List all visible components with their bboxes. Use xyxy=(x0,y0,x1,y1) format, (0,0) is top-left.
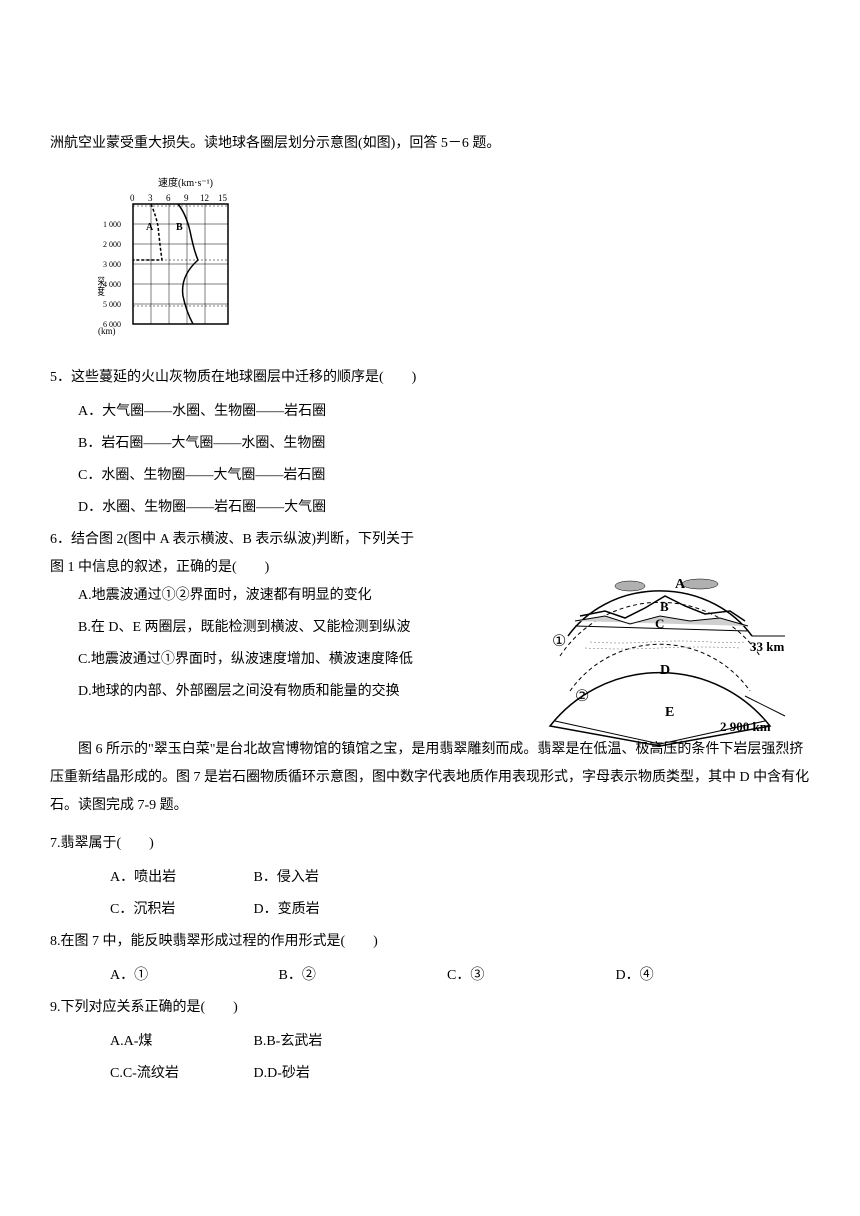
q9-option-c: C.C-流纹岩 xyxy=(110,1060,250,1088)
ytick-2: 3 000 xyxy=(103,260,121,269)
xtick-5: 15 xyxy=(218,193,228,203)
ytick-3: 4 000 xyxy=(103,280,121,289)
q9-option-a: A.A-煤 xyxy=(110,1028,250,1056)
q5-option-d: D．水圈、生物圈——岩石圈——大气圈 xyxy=(50,494,810,522)
ytick-1: 2 000 xyxy=(103,240,121,249)
q9-options-row2: C.C-流纹岩 D.D-砂岩 xyxy=(50,1060,810,1088)
q9-option-d: D.D-砂岩 xyxy=(254,1060,394,1088)
q7-option-d: D．变质岩 xyxy=(254,896,394,924)
q7-option-c: C．沉积岩 xyxy=(110,896,250,924)
earth-e: E xyxy=(665,705,674,720)
q9-option-b: B.B-玄武岩 xyxy=(254,1028,394,1056)
q7-option-b: B．侵入岩 xyxy=(254,864,394,892)
earth-b: B xyxy=(660,599,669,614)
q8-options: A．① B．② C．③ D．④ xyxy=(50,962,810,990)
earth-circle-2: ② xyxy=(575,688,589,705)
q9-options-row1: A.A-煤 B.B-玄武岩 xyxy=(50,1028,810,1056)
curve-b-label: B xyxy=(176,222,183,233)
intro-text: 洲航空业蒙受重大损失。读地球各圈层划分示意图(如图)，回答 5－6 题。 xyxy=(50,130,810,158)
q6-stem-1: 6．结合图 2(图中 A 表示横波、B 表示纵波)判断，下列关于 xyxy=(50,526,810,554)
q8-option-c: C．③ xyxy=(447,962,612,990)
q6-option-b: B.在 D、E 两圈层，既能检测到横波、又能检测到纵波 xyxy=(50,614,470,642)
xtick-3: 9 xyxy=(184,193,189,203)
q5-option-a: A．大气圈——水圈、生物圈——岩石圈 xyxy=(50,398,810,426)
q5-stem: 5．这些蔓延的火山灰物质在地球圈层中迁移的顺序是( ) xyxy=(50,364,810,392)
q6-option-a: A.地震波通过①②界面时，波速都有明显的变化 xyxy=(50,582,470,610)
earth-circle-1: ① xyxy=(552,633,566,650)
q6-option-c: C.地震波通过①界面时，纵波速度增加、横波速度降低 xyxy=(50,646,470,674)
ytick-4: 5 000 xyxy=(103,300,121,309)
earth-a: A xyxy=(675,577,686,592)
xtick-2: 6 xyxy=(166,193,171,203)
y-label-km: (km) xyxy=(98,326,116,336)
xtick-1: 3 xyxy=(148,193,153,203)
q8-option-b: B．② xyxy=(279,962,444,990)
q9-stem: 9.下列对应关系正确的是( ) xyxy=(50,994,810,1022)
q8-stem: 8.在图 7 中，能反映翡翠形成过程的作用形式是( ) xyxy=(50,928,810,956)
q7-options-row1: A．喷出岩 B．侵入岩 xyxy=(50,864,810,892)
chart-title: 速度(km·s⁻¹) xyxy=(158,176,213,189)
q5-option-b: B．岩石圈——大气圈——水圈、生物圈 xyxy=(50,430,810,458)
earth-c: C xyxy=(655,616,664,631)
earth-depth-2: 2 900 km xyxy=(720,719,771,734)
earth-d: D xyxy=(660,663,670,678)
curve-a-label: A xyxy=(146,222,154,233)
q5-option-c: C．水圈、生物圈——大气圈——岩石圈 xyxy=(50,462,810,490)
q7-stem: 7.翡翠属于( ) xyxy=(50,830,810,858)
earth-layers-diagram: A B C D E ① ② 33 km 2 900 km xyxy=(520,556,800,756)
seismic-diagram-container: 速度(km·s⁻¹) 0 3 6 9 12 15 1 000 2 000 3 0… xyxy=(98,176,810,352)
earth-depth-1: 33 km xyxy=(750,639,784,654)
q8-option-d: D．④ xyxy=(616,962,781,990)
q6-container: 6．结合图 2(图中 A 表示横波、B 表示纵波)判断，下列关于 图 1 中信息… xyxy=(50,526,810,706)
q7-option-a: A．喷出岩 xyxy=(110,864,250,892)
ytick-0: 1 000 xyxy=(103,220,121,229)
q6-option-d: D.地球的内部、外部圈层之间没有物质和能量的交换 xyxy=(50,678,470,706)
xtick-0: 0 xyxy=(130,193,135,203)
q8-option-a: A．① xyxy=(110,962,275,990)
seismic-wave-chart: 速度(km·s⁻¹) 0 3 6 9 12 15 1 000 2 000 3 0… xyxy=(98,176,258,341)
xtick-4: 12 xyxy=(200,193,209,203)
q7-options-row2: C．沉积岩 D．变质岩 xyxy=(50,896,810,924)
